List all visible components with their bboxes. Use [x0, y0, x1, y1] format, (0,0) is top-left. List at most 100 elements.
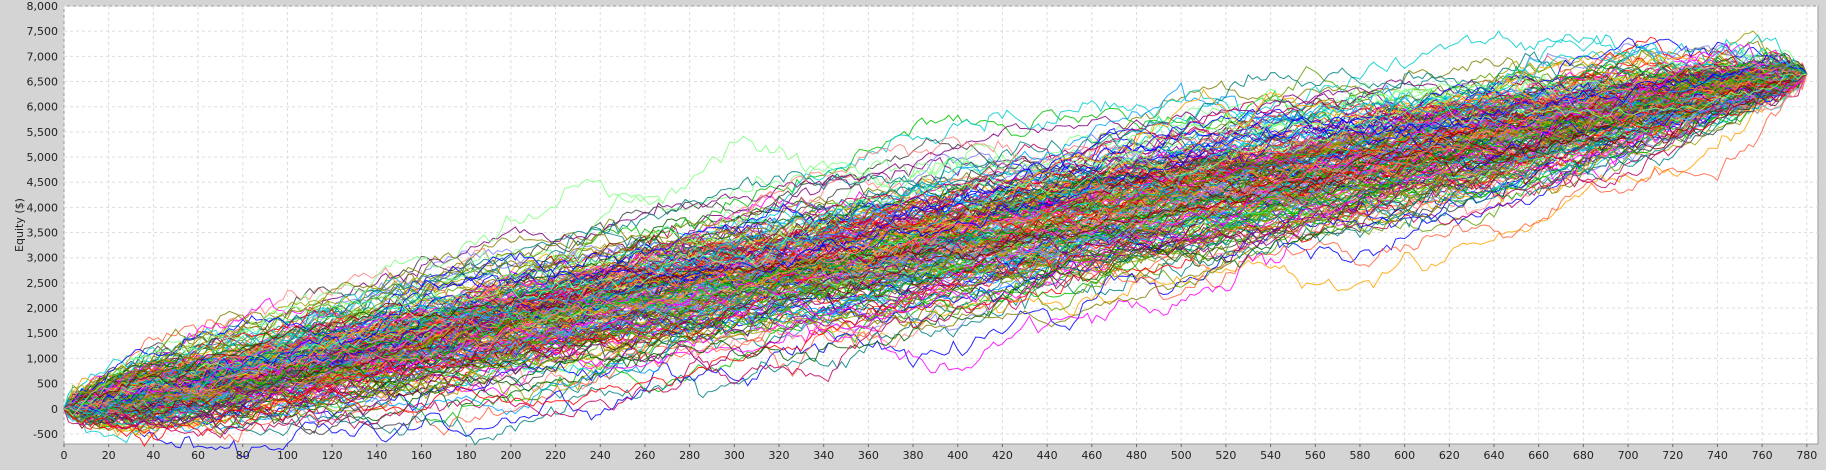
equity-series-line	[63, 73, 1808, 441]
equity-series-line	[63, 67, 1808, 420]
x-tick-label: 520	[1215, 449, 1236, 462]
equity-series-line	[63, 55, 1808, 410]
x-axis: 0 20 40 60 80 100 120 140 160 180 200 220 240 260 280 3…	[61, 444, 1817, 462]
equity-series-line	[63, 73, 1808, 437]
equity-series-line	[63, 67, 1807, 413]
equity-series-line	[63, 67, 1808, 410]
equity-series-line	[63, 68, 1808, 435]
y-tick-label: 3,500	[27, 227, 59, 240]
equity-series-line	[63, 38, 1808, 417]
x-tick-label: 0	[61, 449, 68, 462]
equity-series-line	[63, 73, 1808, 411]
x-tick-label: 700	[1618, 449, 1639, 462]
x-tick-label: 320	[769, 449, 790, 462]
equity-series-line	[63, 71, 1807, 412]
equity-series-line	[63, 70, 1808, 410]
equity-series-line	[63, 62, 1807, 412]
x-tick-label: 380	[903, 449, 924, 462]
y-tick-label: 8,000	[27, 0, 59, 13]
equity-series-line	[63, 73, 1808, 438]
x-tick-label: 560	[1305, 449, 1326, 462]
x-tick-label: 420	[992, 449, 1013, 462]
equity-series-line	[63, 64, 1808, 424]
x-tick-label: 680	[1573, 449, 1594, 462]
y-tick-label: 3,000	[27, 252, 59, 265]
y-tick-label: 4,500	[27, 176, 59, 189]
equity-series-line	[63, 72, 1807, 439]
x-tick-label: 740	[1707, 449, 1728, 462]
equity-series-line	[63, 72, 1807, 410]
x-tick-label: 20	[102, 449, 116, 462]
equity-series-line	[63, 71, 1807, 410]
x-tick-label: 780	[1796, 449, 1817, 462]
x-tick-label: 100	[277, 449, 298, 462]
x-tick-label: 120	[322, 449, 343, 462]
x-tick-label: 360	[858, 449, 879, 462]
x-tick-label: 500	[1171, 449, 1192, 462]
x-tick-label: 600	[1394, 449, 1415, 462]
y-tick-label: 7,000	[27, 50, 59, 63]
equity-series-line	[63, 72, 1808, 411]
x-tick-label: 280	[679, 449, 700, 462]
y-tick-label: 7,500	[27, 25, 59, 38]
equity-series-line	[63, 71, 1808, 410]
y-tick-label: 4,000	[27, 201, 59, 214]
x-tick-label: 220	[545, 449, 566, 462]
y-tick-label: 2,500	[27, 277, 59, 290]
x-tick-label: 580	[1349, 449, 1370, 462]
equity-series-line	[63, 68, 1808, 410]
y-axis-label: Equity ($)	[13, 198, 26, 252]
x-tick-label: 440	[1037, 449, 1058, 462]
x-tick-label: 260	[634, 449, 655, 462]
x-tick-label: 640	[1484, 449, 1505, 462]
series-layer	[63, 30, 1808, 458]
x-tick-label: 160	[411, 449, 432, 462]
x-tick-label: 660	[1528, 449, 1549, 462]
x-tick-label: 400	[947, 449, 968, 462]
equity-series-line	[63, 42, 1808, 410]
equity-series-line	[63, 68, 1808, 412]
y-tick-label: 6,500	[27, 76, 59, 89]
x-tick-label: 40	[146, 449, 160, 462]
x-tick-label: 760	[1752, 449, 1773, 462]
x-tick-label: 200	[500, 449, 521, 462]
y-tick-label: -500	[33, 428, 58, 441]
equity-series-line	[63, 71, 1808, 412]
x-tick-label: 80	[236, 449, 250, 462]
y-tick-label: 0	[51, 403, 58, 416]
equity-series-line	[63, 49, 1808, 417]
x-tick-label: 720	[1662, 449, 1683, 462]
y-tick-label: 500	[37, 378, 58, 391]
equity-series-line	[63, 64, 1808, 426]
y-tick-label: 5,000	[27, 151, 59, 164]
equity-series-line	[63, 73, 1808, 458]
equity-series-line	[63, 73, 1807, 412]
x-tick-label: 140	[366, 449, 387, 462]
equity-series-line	[63, 73, 1807, 410]
equity-series-line	[63, 72, 1808, 410]
x-tick-label: 300	[724, 449, 745, 462]
equity-series-line	[63, 73, 1808, 413]
y-tick-label: 2,000	[27, 302, 59, 315]
x-tick-label: 60	[191, 449, 205, 462]
y-tick-label: 6,000	[27, 101, 59, 114]
equity-series-line	[63, 42, 1808, 417]
equity-series-line	[63, 69, 1808, 410]
x-tick-label: 460	[1081, 449, 1102, 462]
equity-series-line	[63, 54, 1808, 412]
x-tick-label: 480	[1126, 449, 1147, 462]
y-tick-label: 5,500	[27, 126, 59, 139]
y-axis: -500 0 500 1,000 1,500 2,000 2,500 3,000 3,500 4,…	[27, 0, 59, 441]
equity-series-line	[63, 73, 1808, 417]
x-tick-label: 620	[1439, 449, 1460, 462]
x-tick-label: 340	[813, 449, 834, 462]
equity-series-line	[63, 62, 1807, 412]
y-tick-label: 1,500	[27, 327, 59, 340]
equity-series-line	[63, 73, 1807, 417]
x-tick-label: 540	[1260, 449, 1281, 462]
x-tick-label: 180	[456, 449, 477, 462]
y-tick-label: 1,000	[27, 352, 59, 365]
x-tick-label: 240	[590, 449, 611, 462]
